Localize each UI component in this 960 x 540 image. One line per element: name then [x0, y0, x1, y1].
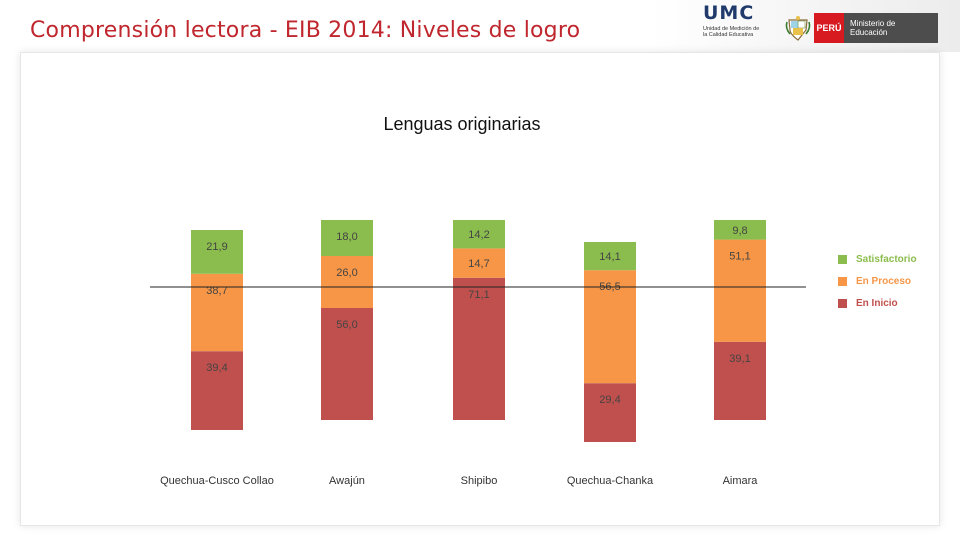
bar-segment-en-inicio-2 — [321, 308, 373, 420]
data-label-en-proceso-5: 51,1 — [729, 251, 750, 263]
legend-swatch-en-proceso — [838, 276, 847, 286]
bar-segment-satisfactorio-3 — [453, 220, 505, 249]
legend-label-en-inicio: En Inicio — [856, 297, 898, 309]
bar-segment-en-inicio-5 — [714, 341, 766, 420]
legend-swatch-en-inicio — [838, 298, 847, 308]
ministry-logo: PERÚ Ministerio de Educación — [814, 13, 938, 43]
bar-segment-en-inicio-1 — [191, 351, 243, 430]
coat-of-arms-icon — [785, 16, 811, 41]
page-title: Comprensión lectora - EIB 2014: Niveles … — [30, 18, 581, 43]
data-label-en-proceso-3: 14,7 — [468, 258, 489, 270]
data-label-en-inicio-5: 39,1 — [729, 353, 750, 365]
data-label-satisfactorio-1: 21,9 — [206, 241, 227, 253]
bar-segment-en-inicio-3 — [453, 277, 505, 420]
data-label-en-proceso-2: 26,0 — [336, 267, 357, 279]
data-label-satisfactorio-5: 9,8 — [732, 225, 747, 237]
bar-segment-satisfactorio-4 — [584, 242, 636, 271]
legend-item-en-inicio: En Inicio — [838, 292, 917, 314]
legend-item-en-proceso: En Proceso — [838, 270, 917, 292]
umc-logo: UMC Unidad de Medición de la Calidad Edu… — [703, 2, 765, 52]
ministry-label: Ministerio de Educación — [844, 13, 938, 43]
bar-segment-en-proceso-5 — [714, 239, 766, 342]
bar-segment-satisfactorio-1 — [191, 230, 243, 274]
data-label-en-proceso-1: 38,7 — [206, 285, 227, 297]
bar-segment-en-inicio-4 — [584, 383, 636, 442]
legend-label-en-proceso: En Proceso — [856, 275, 912, 287]
data-label-satisfactorio-4: 14,1 — [599, 251, 620, 263]
x-tick-label-3: Shipibo — [461, 475, 498, 487]
bar-segment-satisfactorio-2 — [321, 220, 373, 256]
chart-title: Lenguas originarias — [383, 114, 540, 134]
data-label-satisfactorio-2: 18,0 — [336, 231, 357, 243]
bar-segment-en-proceso-4 — [584, 270, 636, 384]
chart-legend: Satisfactorio En Proceso En Inicio — [838, 248, 917, 314]
umc-logo-subtitle: Unidad de Medición de la Calidad Educati… — [703, 26, 760, 38]
data-label-en-inicio-4: 29,4 — [599, 394, 620, 406]
legend-swatch-satisfactorio — [838, 254, 847, 264]
x-tick-label-4: Quechua-Chanka — [567, 475, 654, 487]
data-label-en-inicio-2: 56,0 — [336, 319, 357, 331]
data-label-en-inicio-1: 39,4 — [206, 362, 227, 374]
data-label-en-inicio-3: 71,1 — [468, 289, 489, 301]
x-tick-label-1: Quechua-Cusco Collao — [160, 475, 274, 487]
bar-segment-en-proceso-2 — [321, 256, 373, 308]
data-label-satisfactorio-3: 14,2 — [468, 229, 489, 241]
bar-segment-en-proceso-3 — [453, 248, 505, 278]
x-tick-label-2: Awajún — [329, 475, 365, 487]
bar-segment-satisfactorio-5 — [714, 220, 766, 240]
umc-logo-text: UMC — [703, 2, 755, 24]
x-tick-label-5: Aimara — [723, 475, 759, 487]
peru-label: PERÚ — [814, 13, 844, 43]
legend-item-satisfactorio: Satisfactorio — [838, 248, 917, 270]
legend-label-satisfactorio: Satisfactorio — [856, 253, 917, 265]
